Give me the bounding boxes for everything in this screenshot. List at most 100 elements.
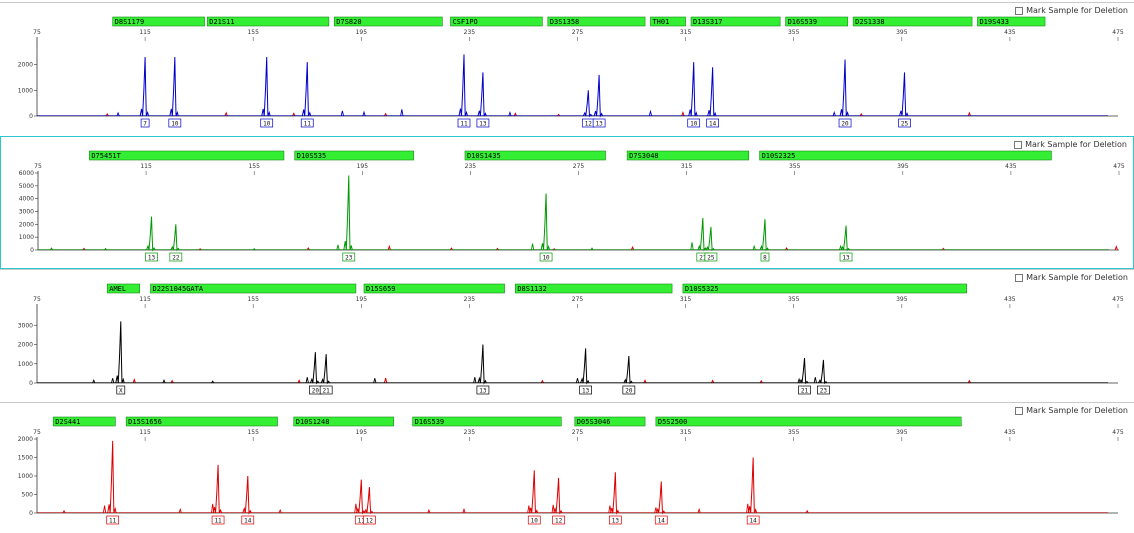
allele-peak [169,56,179,117]
allele-call-box [817,385,830,395]
allele-call-label: 23 [820,388,828,395]
size-standard-spike [513,112,517,117]
mark-sample-checkbox[interactable]: Mark Sample for Deletion [1014,140,1127,149]
noise-spike [530,243,535,251]
marker-bin [785,16,849,27]
marker-label: D2S1338 [855,18,885,26]
noise-spike [336,244,340,251]
marker-bin [293,416,395,427]
allele-call-box [342,252,356,262]
marker-label: D75451T [91,152,121,160]
allele-peak [309,352,320,385]
allele-peak [553,477,563,515]
allele-call-label: 22 [172,255,180,262]
y-tick-label: 1000 [18,473,33,480]
allele-peak [477,72,487,117]
allele-call-box [592,118,606,128]
x-tick-label: 235 [464,429,476,436]
marker-bin [547,16,646,27]
marker-bin [333,16,443,27]
y-tick-label: 0 [29,510,33,517]
allele-call-label: 11 [109,518,117,525]
y-tick-label: 1500 [18,455,33,462]
x-tick-label: 355 [789,163,801,170]
marker-bin [464,150,606,161]
allele-call-label: 12 [585,121,593,128]
marker-bin [450,16,543,27]
noise-spike [362,110,366,117]
noise-spike [340,110,345,117]
noise-spike [111,378,115,384]
allele-call-box [839,252,853,262]
mark-sample-checkbox[interactable]: Mark Sample for Deletion [1015,273,1128,282]
marker-bin [852,16,973,27]
marker-label: D10S535 [297,152,327,160]
allele-peak [528,470,539,514]
allele-call-label: 11 [214,518,222,525]
mark-sample-checkbox[interactable]: Mark Sample for Deletion [1015,406,1128,415]
allele-call-label: 14 [750,518,758,525]
marker-bin [106,283,140,294]
allele-peak [839,59,850,117]
allele-peak [107,440,117,514]
allele-peak [477,344,487,385]
allele-peak [212,464,223,514]
marker-label: D3S1358 [550,18,580,26]
allele-call-box [760,252,770,262]
size-standard-spike [224,111,228,117]
noise-spike [278,508,282,514]
allele-call-box [140,118,150,128]
allele-peak [343,175,353,251]
y-tick-label: 2000 [18,62,33,69]
x-tick-label: 315 [680,29,692,36]
allele-call-label: 20 [625,388,633,395]
noise-spike [400,109,404,117]
x-tick-label: 75 [33,29,41,36]
marker-label: D16S539 [788,18,818,26]
mark-sample-checkbox[interactable]: Mark Sample for Deletion [1015,6,1128,15]
marker-bin [125,416,278,427]
size-standard-spike [292,112,296,117]
allele-peak [242,475,252,515]
allele-peak [759,219,769,252]
x-tick-label: 475 [1112,429,1124,436]
x-tick-label: 475 [1113,163,1125,170]
marker-bin [363,283,505,294]
noise-spike [551,504,555,514]
allele-peak [655,481,666,515]
allele-call-box [798,385,811,395]
x-tick-label: 155 [247,29,259,36]
checkbox-box[interactable] [1014,140,1023,149]
noise-spike [508,110,512,117]
dye-panel-black[interactable]: Mark Sample for Deletion AMEL D22S1045GATA… [0,269,1134,402]
checkbox-box[interactable] [1015,6,1024,15]
dye-panel-red[interactable]: Mark Sample for Deletion D2S441 D15S1656 D1… [0,402,1134,532]
x-tick-label: 395 [897,163,909,170]
noise-spike [92,378,96,384]
dye-panel-green[interactable]: Mark Sample for Deletion D75451T D10S535 D1… [0,136,1134,269]
checkbox-box[interactable] [1015,406,1024,415]
allele-call-label: X [119,388,123,395]
x-tick-label: 395 [896,296,908,303]
allele-call-label: 11 [358,518,366,525]
dye-panel-blue[interactable]: Mark Sample for Deletion D8S1179 D21S11 D7S… [0,2,1134,135]
allele-call-label: 25 [901,121,909,128]
noise-spike [462,507,466,514]
size-standard-spike [681,110,685,117]
allele-peak [582,90,593,118]
allele-call-label: 10 [690,121,698,128]
allele-peak [355,479,366,515]
allele-call-label: 10 [531,518,539,525]
allele-peak [580,348,590,385]
checkbox-box[interactable] [1015,273,1024,282]
mark-sample-label: Mark Sample for Deletion [1026,273,1128,282]
allele-peak [363,487,374,515]
x-tick-label: 315 [680,429,692,436]
size-standard-spike [643,379,647,384]
allele-call-box [579,385,592,395]
marker-bin [515,283,673,294]
size-standard-spike [297,379,301,384]
marker-label: D05S3046 [577,418,611,426]
marker-bin [112,16,205,27]
marker-bin [150,283,357,294]
